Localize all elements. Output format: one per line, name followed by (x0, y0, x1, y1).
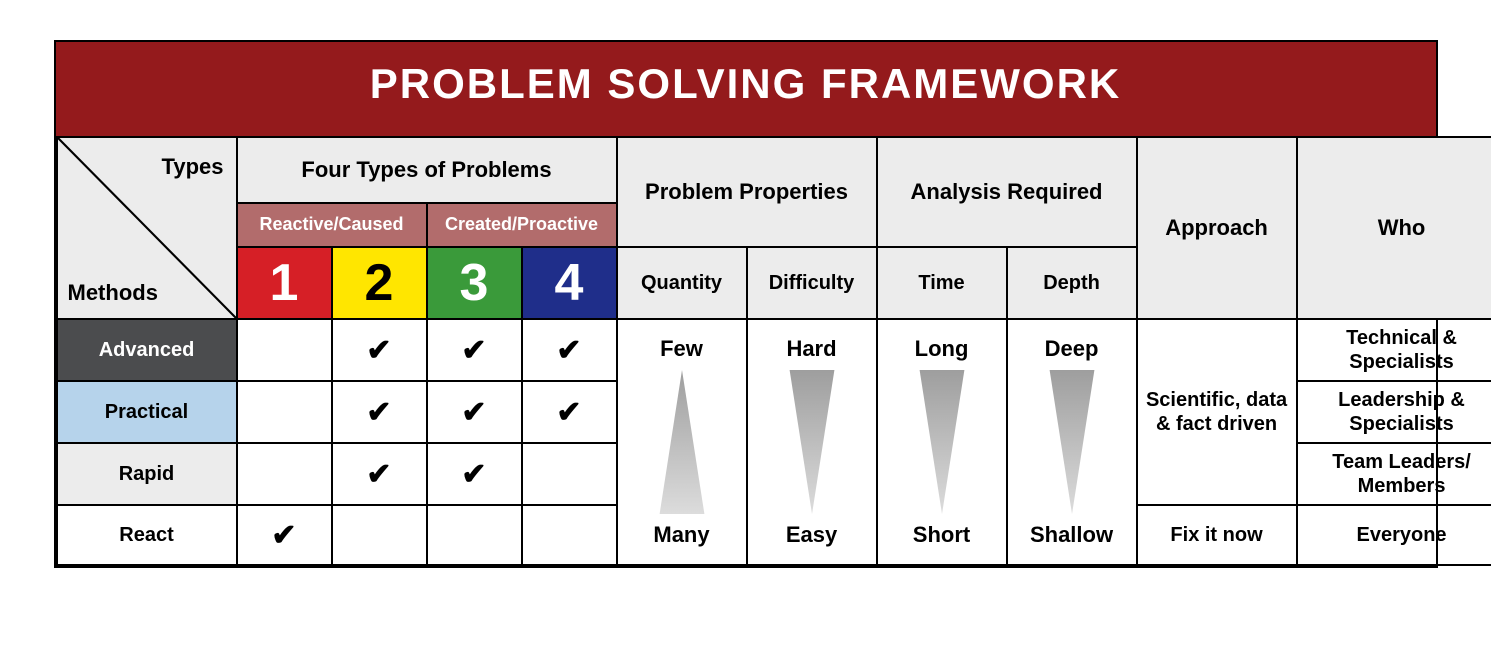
prop-quantity-top: Few (618, 336, 746, 362)
check-rapid-3: ✔ (427, 443, 522, 505)
method-advanced: Advanced (57, 319, 237, 381)
header-analysis-required: Analysis Required (877, 137, 1137, 247)
who-react: Everyone (1297, 505, 1491, 565)
method-rapid: Rapid (57, 443, 237, 505)
prop-time-bottom: Short (878, 522, 1006, 548)
check-react-2 (332, 505, 427, 565)
title-bar: PROBLEM SOLVING FRAMEWORK (56, 42, 1436, 136)
header-difficulty: Difficulty (747, 247, 877, 319)
approach-scientific: Scientific, data & fact driven (1137, 319, 1297, 505)
diag-label-types: Types (162, 154, 224, 180)
check-advanced-3: ✔ (427, 319, 522, 381)
check-practical-4: ✔ (522, 381, 617, 443)
triangle-difficulty (748, 370, 876, 514)
method-practical: Practical (57, 381, 237, 443)
who-practical: Leadership & Specialists (1297, 381, 1491, 443)
header-quantity: Quantity (617, 247, 747, 319)
check-practical-1 (237, 381, 332, 443)
method-react: React (57, 505, 237, 565)
group-reactive: Reactive/Caused (237, 203, 427, 247)
header-four-types: Four Types of Problems (237, 137, 617, 203)
header-time: Time (877, 247, 1007, 319)
prop-quantity-cell: Few Many (617, 319, 747, 565)
header-who: Who (1297, 137, 1491, 319)
header-depth: Depth (1007, 247, 1137, 319)
check-practical-3: ✔ (427, 381, 522, 443)
approach-fix: Fix it now (1137, 505, 1297, 565)
prop-depth-cell: Deep Shallow (1007, 319, 1137, 565)
prop-difficulty-bottom: Easy (748, 522, 876, 548)
type-1-cell: 1 (237, 247, 332, 319)
type-4-cell: 4 (522, 247, 617, 319)
prop-time-cell: Long Short (877, 319, 1007, 565)
triangle-quantity (618, 370, 746, 514)
check-react-1: ✔ (237, 505, 332, 565)
check-practical-2: ✔ (332, 381, 427, 443)
check-rapid-2: ✔ (332, 443, 427, 505)
diag-cell: Types Methods (57, 137, 237, 319)
check-advanced-4: ✔ (522, 319, 617, 381)
check-react-4 (522, 505, 617, 565)
prop-depth-bottom: Shallow (1008, 522, 1136, 548)
triangle-depth (1008, 370, 1136, 514)
framework-table: Types Methods Four Types of Problems Pro… (56, 136, 1491, 566)
type-2-cell: 2 (332, 247, 427, 319)
check-advanced-1 (237, 319, 332, 381)
check-rapid-1 (237, 443, 332, 505)
triangle-time (878, 370, 1006, 514)
check-react-3 (427, 505, 522, 565)
header-approach: Approach (1137, 137, 1297, 319)
check-advanced-2: ✔ (332, 319, 427, 381)
prop-difficulty-cell: Hard Easy (747, 319, 877, 565)
prop-depth-top: Deep (1008, 336, 1136, 362)
check-rapid-4 (522, 443, 617, 505)
prop-quantity-bottom: Many (618, 522, 746, 548)
group-proactive: Created/Proactive (427, 203, 617, 247)
framework-container: PROBLEM SOLVING FRAMEWORK Types Methods … (54, 40, 1438, 568)
type-3-cell: 3 (427, 247, 522, 319)
prop-difficulty-top: Hard (748, 336, 876, 362)
who-advanced: Technical & Specialists (1297, 319, 1491, 381)
who-rapid: Team Leaders/ Members (1297, 443, 1491, 505)
prop-time-top: Long (878, 336, 1006, 362)
diag-label-methods: Methods (68, 280, 158, 306)
header-problem-properties: Problem Properties (617, 137, 877, 247)
